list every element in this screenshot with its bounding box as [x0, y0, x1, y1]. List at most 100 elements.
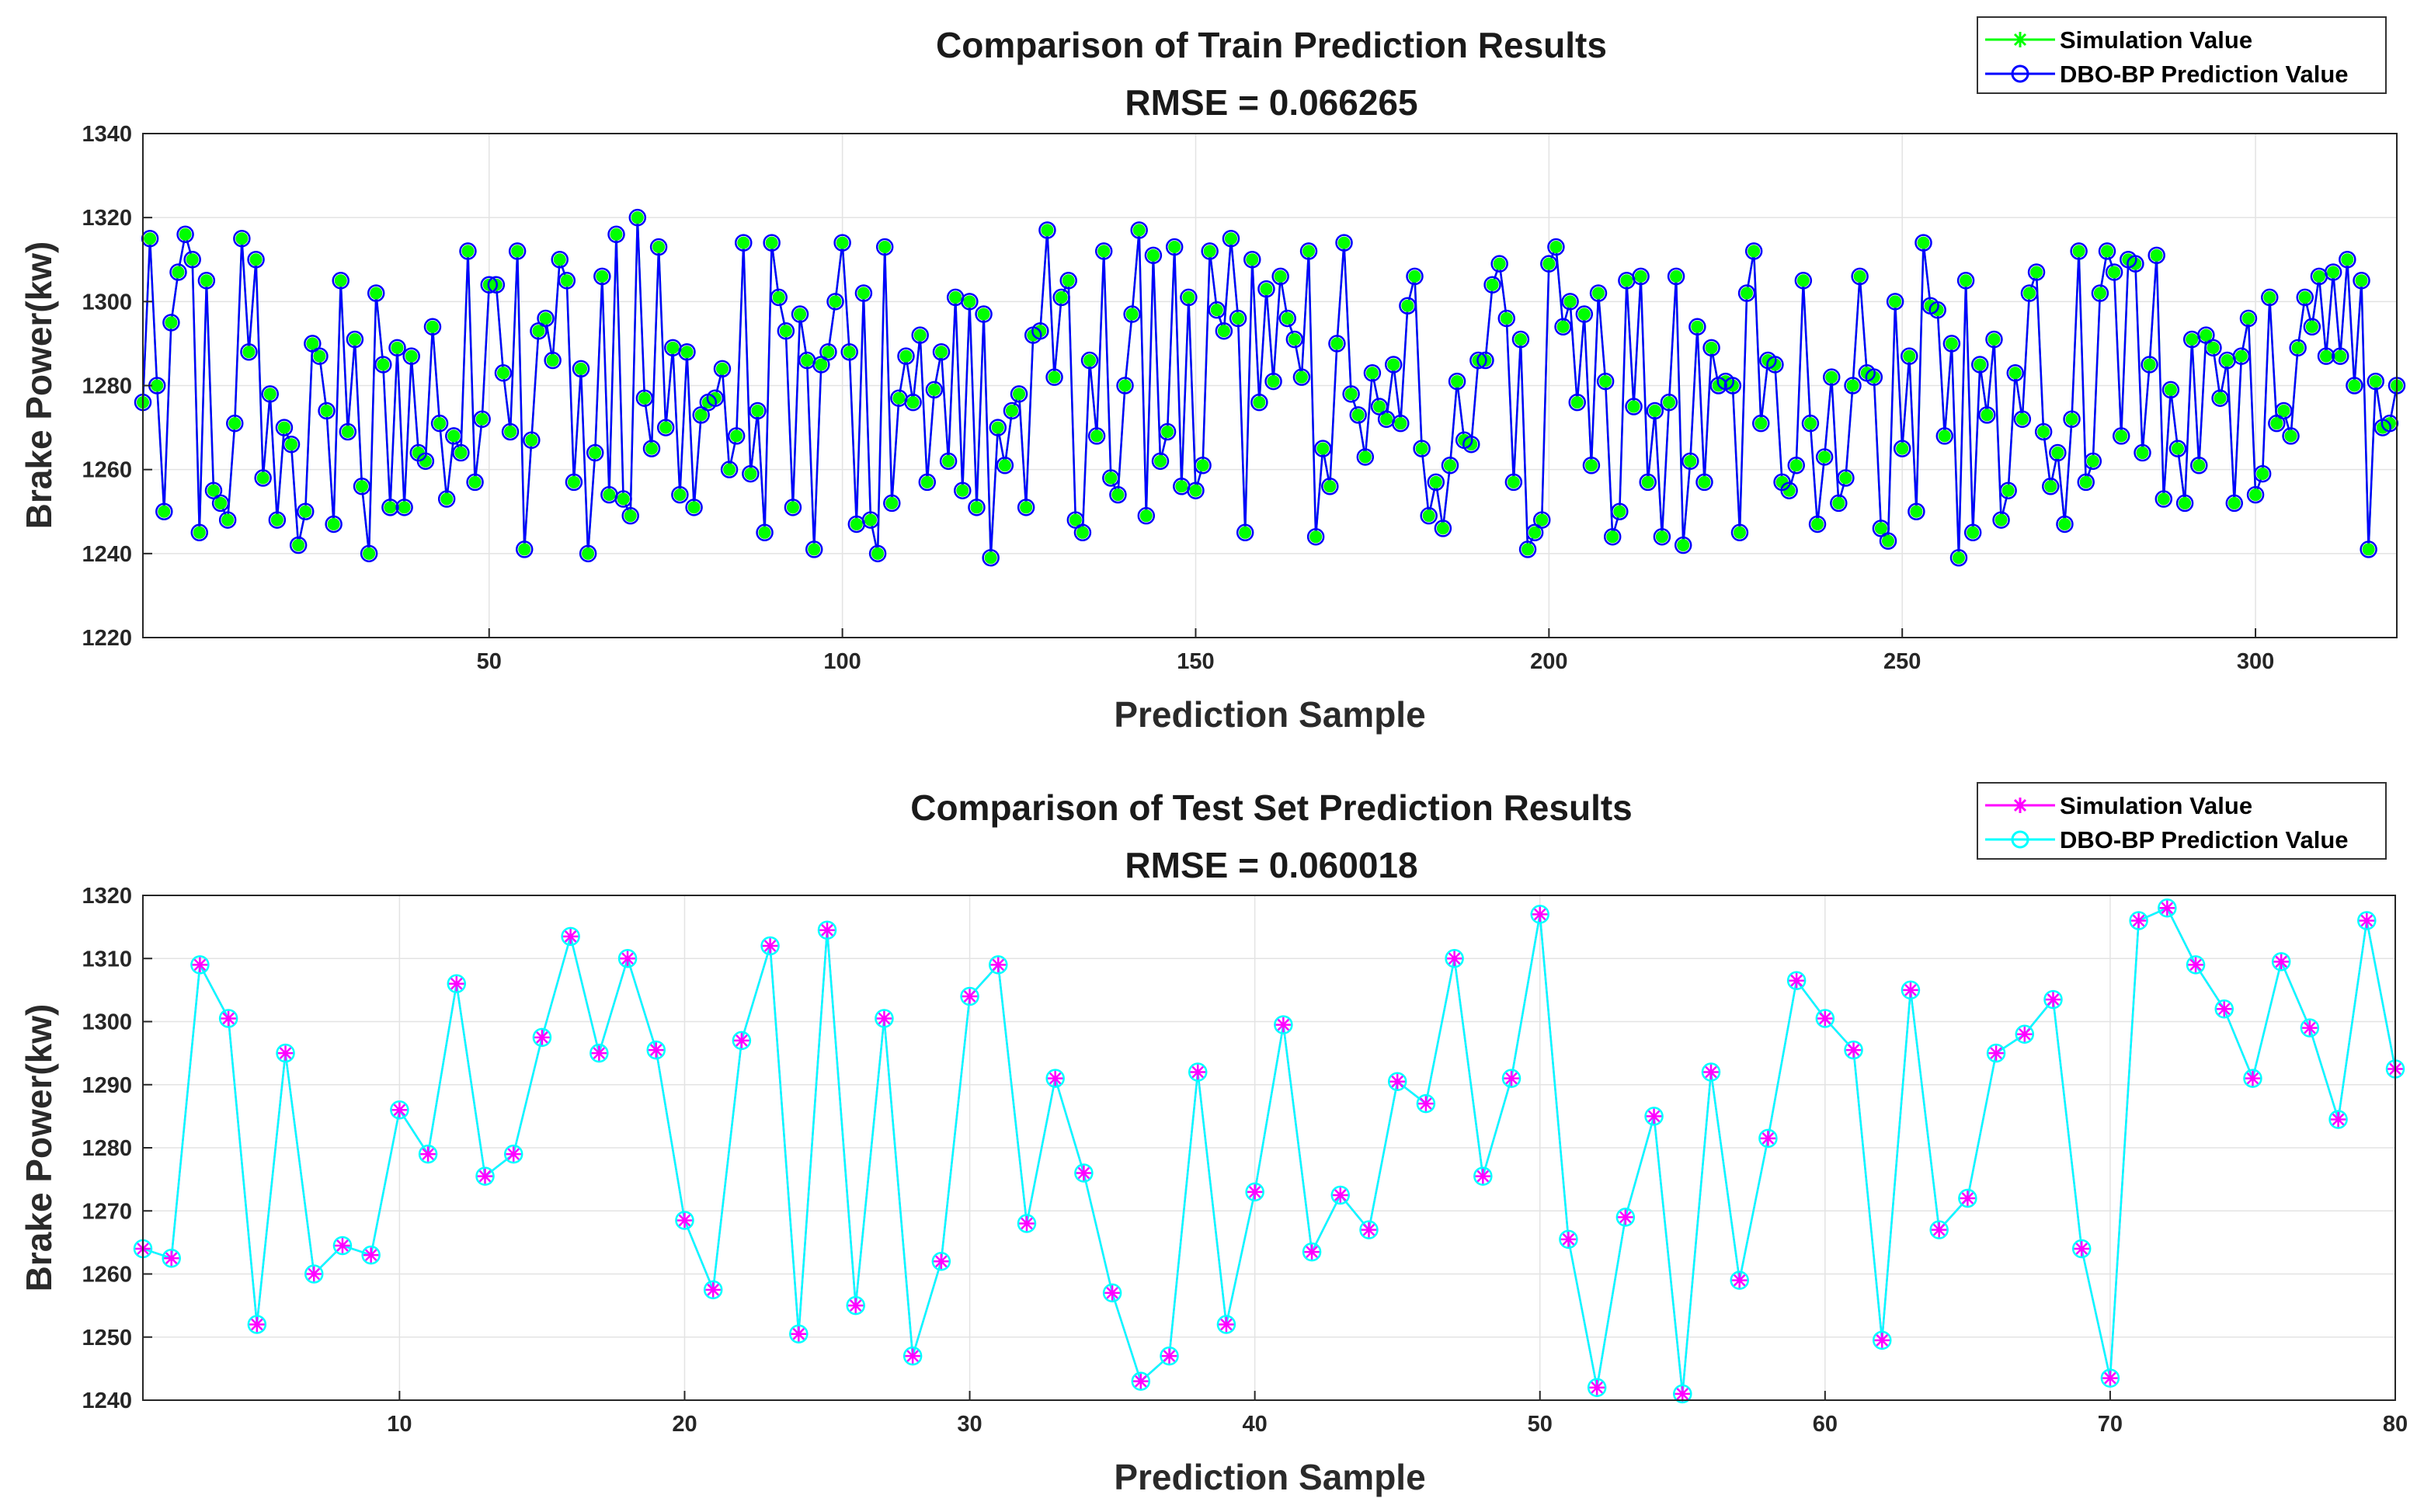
train-sim-point	[1415, 442, 1428, 455]
train-pred-point	[649, 238, 668, 256]
train-pred-point	[1306, 527, 1325, 546]
test-sim-point	[2330, 1111, 2346, 1128]
train-pred-point	[1441, 457, 1459, 474]
train-sim-point	[475, 412, 489, 426]
train-pred-point	[621, 506, 639, 525]
train-sim-point	[1981, 408, 1994, 422]
train-pred-point	[1010, 385, 1028, 403]
test-sim-point	[249, 1316, 265, 1333]
train-sim-point	[1741, 287, 1754, 300]
train-sim-point	[1606, 530, 1619, 544]
train-pred-point	[565, 473, 583, 492]
train-pred-point	[318, 401, 336, 420]
test-sim-point	[1845, 1042, 1862, 1058]
train-sim-point	[1803, 417, 1817, 430]
train-sim-point	[172, 266, 185, 279]
train-pred-point	[416, 452, 435, 471]
test-sim-point	[420, 1146, 436, 1163]
train-sim-point	[1775, 475, 1789, 488]
test-sim-point	[221, 1010, 237, 1027]
test-pred-point	[1017, 1214, 1037, 1233]
test-sim-point	[1132, 1373, 1149, 1389]
train-pred-point	[1942, 335, 1961, 353]
test-sim-point	[648, 1042, 664, 1058]
train-sim-point	[1125, 308, 1139, 321]
test-pred-point	[1844, 1040, 1863, 1060]
test-sim-point	[2273, 954, 2290, 970]
train-sim-point	[270, 513, 283, 527]
train-sim-point	[1330, 337, 1344, 350]
train-pred-point	[1094, 242, 1113, 260]
test-pred-point	[1615, 1208, 1636, 1227]
train-pred-point	[1462, 435, 1480, 454]
test-pred-point	[617, 949, 638, 968]
train-pred-point	[2161, 381, 2180, 399]
train-sim-point	[320, 404, 333, 417]
train-sim-point	[765, 236, 778, 249]
test-sim-point	[1988, 1045, 2005, 1062]
train-sim-point	[1132, 224, 1146, 237]
train-sim-point	[1556, 320, 1570, 333]
train-pred-point	[897, 347, 915, 365]
train-pred-point	[423, 318, 442, 336]
train-sim-point	[1451, 375, 1464, 388]
train-sim-point	[1436, 522, 1449, 535]
train-sim-point	[1217, 325, 1230, 338]
test-pred-point	[1673, 1384, 1692, 1404]
test-pred-point	[1445, 949, 1464, 968]
train-sim-point	[1832, 496, 1845, 509]
train-pred-point	[2296, 288, 2314, 307]
test-pred-point	[875, 1009, 894, 1028]
train-pred-point	[1978, 406, 1996, 424]
test-sim-point	[1332, 1187, 1348, 1203]
test-pred-point	[276, 1043, 295, 1063]
test-y-tick-label: 1270	[82, 1199, 132, 1224]
train-x-tick-label: 200	[1530, 649, 1567, 674]
train-legend-pred-label: DBO-BP Prediction Value	[2060, 61, 2349, 88]
test-sim-point	[1104, 1284, 1121, 1301]
train-sim-point	[1634, 269, 1647, 283]
train-pred-point	[1434, 520, 1452, 537]
train-pred-point	[282, 435, 301, 454]
train-sim-point	[1988, 333, 2001, 346]
test-sim-point	[562, 928, 579, 944]
train-pred-point	[1342, 385, 1360, 403]
train-pred-point	[756, 523, 774, 542]
train-sim-point	[1281, 311, 1294, 325]
train-sim-point	[843, 346, 856, 359]
test-pred-point	[1416, 1093, 1436, 1114]
train-pred-point	[2239, 309, 2258, 328]
train-pred-point	[1822, 368, 1841, 386]
test-chart-title: Comparison of Test Set Prediction Result…	[910, 787, 1633, 828]
train-pred-point	[1787, 457, 1805, 474]
train-pred-point	[2098, 242, 2116, 260]
train-pred-point	[1080, 351, 1099, 370]
train-sim-point	[2193, 459, 2206, 472]
train-sim-point	[772, 290, 785, 304]
train-pred-point	[1497, 309, 1516, 328]
train-sim-point	[1500, 311, 1513, 325]
train-pred-point	[2317, 347, 2335, 365]
test-pred-point	[1929, 1220, 1949, 1239]
test-sim-point	[847, 1298, 864, 1314]
train-pred-point	[911, 326, 929, 344]
test-sim-point	[1931, 1222, 1947, 1238]
train-sim-point	[1486, 278, 1499, 291]
train-sim-point	[468, 475, 482, 488]
test-pred-point	[1387, 1072, 1407, 1091]
train-sim-point	[292, 539, 305, 552]
train-sim-point	[1542, 257, 1556, 270]
train-sim-point	[144, 232, 157, 245]
train-pred-point	[1278, 309, 1296, 328]
train-pred-point	[218, 511, 237, 529]
test-pred-point	[989, 955, 1008, 975]
test-series-markers	[133, 899, 2405, 1404]
train-sim-point	[1825, 370, 1838, 384]
train-sim-point	[2277, 404, 2290, 417]
train-sim-point	[285, 438, 298, 451]
train-pred-point	[1801, 414, 1820, 433]
train-pred-point	[2346, 377, 2363, 395]
train-sim-point	[1994, 513, 2008, 527]
train-pred-point	[2246, 485, 2265, 504]
train-pred-point	[1901, 347, 1918, 365]
